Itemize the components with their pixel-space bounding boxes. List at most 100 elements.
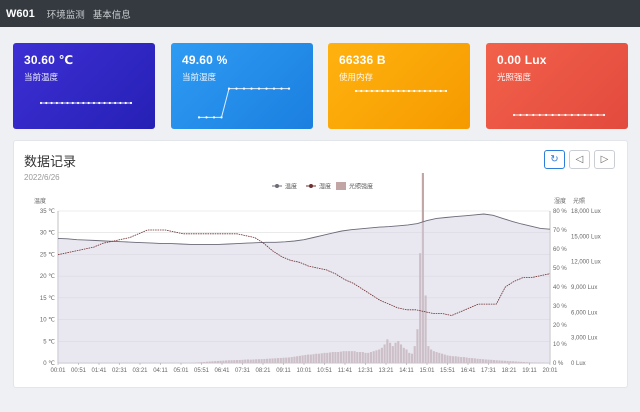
x-tick-label: 18:21 — [501, 368, 517, 374]
x-tick-label: 17:31 — [481, 368, 497, 374]
memory-card: 66336 B 使用内存 — [328, 43, 470, 129]
light-card: 0.00 Lux 光照强度 — [486, 43, 628, 129]
sparkline-point — [365, 89, 368, 93]
sparkline-point — [82, 101, 85, 105]
memory-value: 66336 B — [339, 53, 386, 67]
y-left-tick: 30 ℃ — [40, 231, 55, 237]
temperature-label: 当前温度 — [24, 72, 59, 82]
sparkline-point — [197, 116, 201, 119]
y-right-title: 光照 — [573, 197, 585, 205]
sparkline-point — [212, 116, 216, 119]
sparkline-point — [114, 101, 117, 105]
sparkline-point — [577, 113, 580, 117]
y-right-tick: 0 Lux — [571, 361, 586, 367]
sparkline-point — [407, 89, 411, 93]
x-tick-label: 09:11 — [276, 368, 291, 374]
sparkline-point — [119, 101, 122, 105]
sparkline-point — [220, 116, 223, 119]
sparkline-point — [129, 101, 133, 105]
temperature-area — [58, 214, 550, 363]
sparkline-point — [538, 113, 541, 117]
sparkline-point — [564, 113, 567, 117]
legend-light-swatch — [336, 182, 346, 190]
sparkline-point — [532, 113, 535, 117]
x-tick-label: 13:21 — [378, 368, 394, 374]
sparkline-point — [87, 101, 90, 105]
sparkline-point — [45, 101, 48, 105]
light-sparkline — [512, 113, 606, 117]
sparkline-point — [545, 113, 548, 117]
y-mid-title: 湿度 — [554, 197, 566, 205]
y-mid-tick: 60 % — [553, 247, 567, 253]
refresh-button[interactable]: ↻ — [544, 150, 565, 169]
x-tick-label: 15:01 — [419, 368, 435, 374]
y-left-tick: 25 ℃ — [40, 252, 55, 258]
sparkline-point — [386, 89, 389, 93]
x-tick-label: 03:21 — [132, 368, 148, 374]
sparkline-point — [590, 113, 593, 117]
x-tick-label: 00:01 — [50, 368, 66, 374]
y-right-tick: 15,000 Lux — [571, 234, 601, 240]
brand-logo[interactable]: W601 — [6, 7, 35, 20]
light-value: 0.00 Lux — [497, 53, 547, 67]
sparkline-point — [227, 87, 231, 90]
temperature-value: 30.60 ℃ — [24, 53, 74, 67]
sparkline-point — [525, 113, 528, 117]
sparkline-point — [265, 87, 268, 90]
sparkline-point — [280, 87, 283, 90]
sparkline-path — [199, 88, 289, 118]
sparkline-point — [66, 101, 69, 105]
x-tick-label: 16:41 — [460, 368, 476, 374]
sparkline-point — [50, 101, 53, 105]
y-right-tick: 12,000 Lux — [571, 260, 601, 266]
sparkline-point — [71, 101, 74, 105]
sparkline-point — [512, 113, 516, 117]
sparkline-point — [235, 87, 238, 90]
temperature-card: 30.60 ℃ 当前温度 — [13, 43, 155, 129]
next-day-button[interactable]: ▷ — [594, 150, 615, 169]
data-record-panel: 数据记录 2022/6/26 ↻ ◁ ▷ 温度 湿度 光照强度 温度 湿度 光照 35 ℃ 3… — [13, 140, 628, 388]
sparkline-point — [376, 89, 379, 93]
legend-temp-marker — [275, 184, 279, 188]
sparkline-point — [205, 116, 208, 119]
y-right-tick: 18,000 Lux — [571, 209, 601, 215]
sparkline-point — [602, 113, 606, 117]
sparkline-point — [381, 89, 384, 93]
legend-label: 湿度 — [319, 183, 331, 191]
light-label: 光照强度 — [497, 72, 532, 82]
sparkline-point — [92, 101, 96, 105]
x-tick-label: 11:41 — [338, 368, 353, 374]
x-tick-label: 07:31 — [235, 368, 251, 374]
sparkline-point — [61, 101, 64, 105]
chart-legend: 温度 湿度 光照强度 — [272, 182, 373, 191]
sparkline-point — [242, 87, 246, 90]
sparkline-point — [413, 89, 416, 93]
nav-basic-info[interactable]: 基本信息 — [92, 9, 131, 21]
legend-label: 温度 — [285, 183, 297, 191]
y-left-tick: 35 ℃ — [40, 209, 55, 215]
sparkline-point — [434, 89, 437, 93]
nav-environment-monitor[interactable]: 环境监测 — [46, 9, 85, 21]
y-right-tick: 3,000 Lux — [571, 336, 597, 342]
previous-day-button[interactable]: ◁ — [569, 150, 590, 169]
humidity-line — [57, 229, 551, 316]
sparkline-point — [370, 89, 373, 93]
y-mid-tick: 20 % — [553, 323, 567, 329]
humidity-card: 49.60 % 当前湿度 — [171, 43, 313, 129]
temperature-sparkline — [39, 101, 133, 105]
y-left-tick: 5 ℃ — [43, 339, 55, 345]
sparkline-point — [287, 87, 291, 90]
humidity-label: 当前湿度 — [182, 72, 217, 82]
memory-sparkline — [354, 89, 448, 93]
x-tick-label: 08:21 — [255, 368, 271, 374]
y-mid-tick: 30 % — [553, 304, 567, 310]
x-tick-label: 20:01 — [542, 368, 558, 374]
y-mid-tick: 70 % — [553, 228, 567, 234]
sparkline-point — [519, 113, 522, 117]
sparkline-point — [402, 89, 405, 93]
memory-label: 使用内存 — [339, 72, 374, 82]
sparkline-point — [391, 89, 395, 93]
temperature-line — [57, 213, 551, 245]
x-tick-label: 05:01 — [173, 368, 189, 374]
x-tick-label: 02:31 — [112, 368, 128, 374]
